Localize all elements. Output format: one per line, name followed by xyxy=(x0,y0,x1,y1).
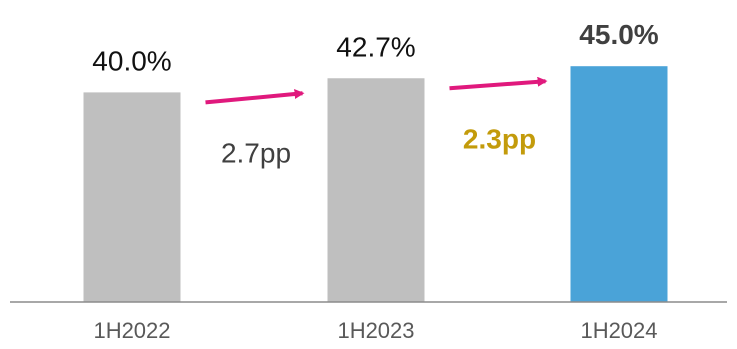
value-label-1H2024: 45.0% xyxy=(579,19,658,50)
bar-1H2022 xyxy=(83,92,181,303)
category-label-1H2022: 1H2022 xyxy=(93,318,170,343)
change-arrow-2 xyxy=(449,76,548,91)
bar-1H2024 xyxy=(570,66,668,302)
value-label-1H2023: 42.7% xyxy=(336,31,415,62)
change-label-2: 2.3pp xyxy=(463,123,536,154)
category-label-1H2023: 1H2023 xyxy=(337,318,414,343)
labels-layer: 40.0% 1H2022 42.7% 1H2023 45.0% 1H2024 xyxy=(92,19,658,343)
change-arrow-1 xyxy=(205,89,305,105)
category-label-1H2024: 1H2024 xyxy=(580,318,657,343)
bars-layer xyxy=(83,66,668,303)
bar-1H2023 xyxy=(327,78,425,302)
value-label-1H2022: 40.0% xyxy=(92,45,171,76)
change-label-1: 2.7pp xyxy=(221,137,291,168)
annotations-layer: 2.7pp 2.3pp xyxy=(205,76,548,168)
